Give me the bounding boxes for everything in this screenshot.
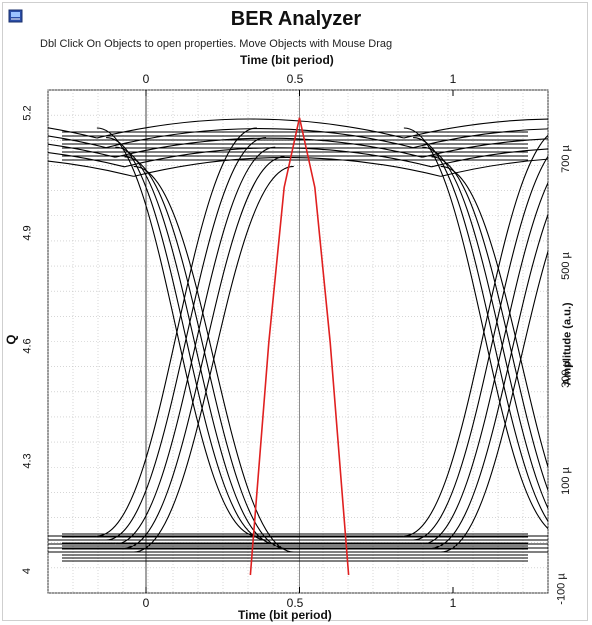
falling-trace [124,156,285,549]
falling-trace [431,156,548,492]
high-arch-trace [48,160,134,177]
top-tick-0: 0 [142,72,150,86]
falling-trace [115,146,276,545]
top-axis-title: Time (bit period) [240,53,334,67]
high-arch-trace [48,127,98,139]
falling-trace [106,137,267,541]
bottom-axis-title: Time (bit period) [238,608,332,622]
q-factor-curve [249,117,350,576]
high-arch-trace [431,148,548,168]
high-arch-trace [48,152,125,168]
bottom-tick-1: 1 [449,596,457,610]
high-arch-trace [403,118,548,139]
high-arch-trace [422,138,548,158]
high-arch-trace [48,135,107,149]
falling-trace [133,165,294,553]
bottom-tick-0: 0 [142,596,150,610]
rising-trace [440,249,548,553]
falling-trace [440,165,548,469]
high-arch-trace [440,158,548,177]
eye-traces [48,118,548,562]
top-tick-1: 1 [449,72,457,86]
window-title: BER Analyzer [230,8,362,30]
falling-trace [403,127,548,530]
bottom-tick-05: 0.5 [286,596,304,610]
high-arch-trace [96,118,405,139]
falling-trace [413,137,548,523]
high-arch-trace [48,143,116,158]
analyzer-icon[interactable] [8,8,24,24]
high-arch-trace [133,156,441,177]
high-arch-trace [115,137,423,158]
top-tick-05: 0.5 [286,72,304,86]
high-arch-trace [105,128,414,149]
interaction-hint: Dbl Click On Objects to open properties.… [40,38,393,50]
high-arch-trace [412,128,548,149]
falling-trace [96,127,257,537]
falling-trace [422,146,548,510]
